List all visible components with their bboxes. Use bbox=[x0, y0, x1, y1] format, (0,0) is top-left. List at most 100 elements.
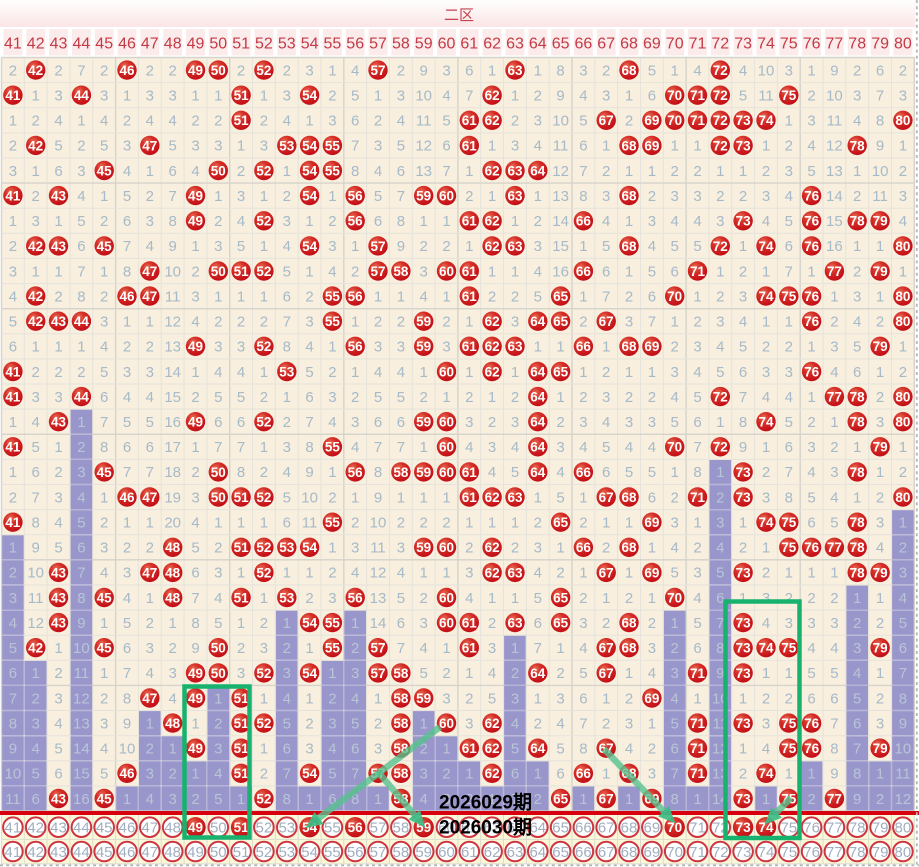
svg-text:9: 9 bbox=[716, 665, 724, 682]
svg-text:7: 7 bbox=[169, 188, 177, 205]
svg-text:4: 4 bbox=[351, 565, 359, 582]
svg-text:12: 12 bbox=[73, 690, 90, 707]
svg-text:3: 3 bbox=[32, 213, 40, 230]
svg-text:2: 2 bbox=[9, 489, 17, 506]
svg-text:4: 4 bbox=[556, 464, 564, 481]
svg-text:1: 1 bbox=[534, 690, 542, 707]
svg-text:7: 7 bbox=[602, 288, 610, 305]
svg-text:3: 3 bbox=[465, 565, 473, 582]
svg-text:2: 2 bbox=[283, 414, 291, 431]
svg-text:4: 4 bbox=[534, 138, 542, 155]
svg-text:79: 79 bbox=[873, 641, 888, 656]
svg-text:47: 47 bbox=[142, 565, 157, 580]
svg-text:1: 1 bbox=[602, 690, 610, 707]
svg-text:3: 3 bbox=[214, 565, 222, 582]
svg-text:1: 1 bbox=[762, 540, 770, 557]
svg-text:8: 8 bbox=[123, 690, 131, 707]
svg-text:53: 53 bbox=[278, 844, 295, 861]
svg-text:4: 4 bbox=[671, 690, 679, 707]
svg-text:4: 4 bbox=[328, 414, 336, 431]
svg-text:1: 1 bbox=[807, 766, 815, 783]
svg-text:1: 1 bbox=[442, 389, 450, 406]
svg-text:73: 73 bbox=[736, 716, 752, 731]
svg-text:2: 2 bbox=[305, 288, 313, 305]
svg-text:1: 1 bbox=[54, 439, 62, 456]
svg-text:55: 55 bbox=[324, 844, 341, 861]
svg-text:53: 53 bbox=[279, 590, 295, 605]
svg-text:48: 48 bbox=[164, 844, 181, 861]
svg-text:58: 58 bbox=[393, 264, 409, 279]
svg-text:50: 50 bbox=[211, 264, 226, 279]
svg-text:1: 1 bbox=[534, 489, 542, 506]
svg-text:45: 45 bbox=[97, 239, 113, 254]
svg-text:4: 4 bbox=[146, 389, 154, 406]
svg-text:5: 5 bbox=[328, 766, 336, 783]
svg-text:75: 75 bbox=[781, 88, 797, 103]
svg-text:3: 3 bbox=[693, 339, 701, 356]
svg-text:75: 75 bbox=[781, 741, 797, 756]
svg-text:3: 3 bbox=[830, 464, 838, 481]
svg-text:4: 4 bbox=[146, 113, 154, 130]
svg-text:7: 7 bbox=[100, 414, 108, 431]
svg-text:46: 46 bbox=[119, 844, 136, 861]
svg-text:8: 8 bbox=[785, 489, 793, 506]
svg-text:50: 50 bbox=[210, 820, 227, 837]
svg-text:1: 1 bbox=[260, 590, 268, 607]
svg-text:67: 67 bbox=[598, 844, 615, 861]
svg-text:46: 46 bbox=[119, 289, 135, 304]
svg-text:3: 3 bbox=[876, 515, 884, 532]
svg-text:1: 1 bbox=[191, 364, 199, 381]
svg-text:1: 1 bbox=[169, 615, 177, 632]
svg-text:62: 62 bbox=[485, 565, 500, 580]
svg-text:3: 3 bbox=[77, 464, 85, 481]
svg-text:13: 13 bbox=[370, 590, 387, 607]
svg-text:79: 79 bbox=[872, 844, 889, 861]
svg-text:72: 72 bbox=[713, 88, 728, 103]
svg-text:76: 76 bbox=[803, 844, 820, 861]
svg-text:3: 3 bbox=[328, 238, 336, 255]
svg-text:64: 64 bbox=[530, 741, 546, 756]
svg-text:1: 1 bbox=[899, 263, 907, 280]
svg-text:7: 7 bbox=[191, 590, 199, 607]
svg-text:47: 47 bbox=[141, 844, 158, 861]
svg-text:1: 1 bbox=[488, 188, 496, 205]
svg-text:60: 60 bbox=[438, 820, 455, 837]
svg-text:65: 65 bbox=[553, 616, 569, 631]
svg-text:2: 2 bbox=[762, 339, 770, 356]
svg-text:1: 1 bbox=[374, 791, 382, 808]
svg-text:42: 42 bbox=[28, 289, 43, 304]
svg-text:1: 1 bbox=[762, 314, 770, 331]
svg-text:4: 4 bbox=[602, 213, 610, 230]
svg-text:73: 73 bbox=[736, 465, 752, 480]
svg-text:6: 6 bbox=[579, 690, 587, 707]
svg-text:44: 44 bbox=[73, 820, 90, 837]
svg-text:61: 61 bbox=[462, 465, 478, 480]
svg-text:5: 5 bbox=[374, 389, 382, 406]
svg-text:3: 3 bbox=[716, 314, 724, 331]
svg-text:3: 3 bbox=[739, 288, 747, 305]
svg-text:6: 6 bbox=[397, 414, 405, 431]
svg-text:3: 3 bbox=[305, 62, 313, 79]
svg-text:71: 71 bbox=[690, 264, 706, 279]
svg-text:5: 5 bbox=[671, 565, 679, 582]
svg-text:4: 4 bbox=[830, 640, 838, 657]
svg-text:43: 43 bbox=[51, 590, 67, 605]
svg-text:3: 3 bbox=[397, 88, 405, 105]
svg-text:4: 4 bbox=[534, 263, 542, 280]
svg-text:6: 6 bbox=[32, 791, 40, 808]
svg-text:57: 57 bbox=[370, 63, 385, 78]
svg-text:64: 64 bbox=[530, 440, 546, 455]
svg-text:68: 68 bbox=[621, 540, 637, 555]
svg-text:2: 2 bbox=[807, 590, 815, 607]
svg-text:4: 4 bbox=[807, 138, 815, 155]
svg-text:2: 2 bbox=[237, 62, 245, 79]
svg-text:65: 65 bbox=[553, 289, 569, 304]
svg-text:1: 1 bbox=[328, 62, 336, 79]
svg-text:1: 1 bbox=[716, 464, 724, 481]
svg-text:14: 14 bbox=[370, 615, 387, 632]
svg-text:5: 5 bbox=[214, 389, 222, 406]
svg-text:3: 3 bbox=[648, 414, 656, 431]
svg-text:60: 60 bbox=[438, 844, 455, 861]
svg-text:47: 47 bbox=[142, 289, 157, 304]
svg-text:46: 46 bbox=[119, 490, 135, 505]
